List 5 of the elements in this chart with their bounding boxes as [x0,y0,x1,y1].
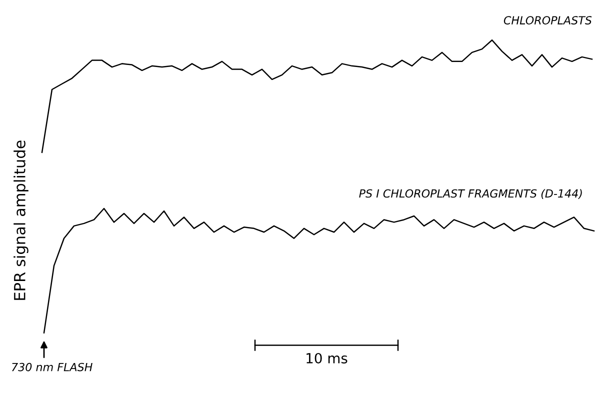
y-axis-title: EPR signal amplitude [14,140,28,300]
text: 730 nm FLASH [12,362,92,372]
text: 10 ms [306,352,348,364]
text: CHLOROPLASTS [504,16,592,24]
text: PS I CHLOROPLAST FRAGMENTS (D-144) [359,189,582,199]
